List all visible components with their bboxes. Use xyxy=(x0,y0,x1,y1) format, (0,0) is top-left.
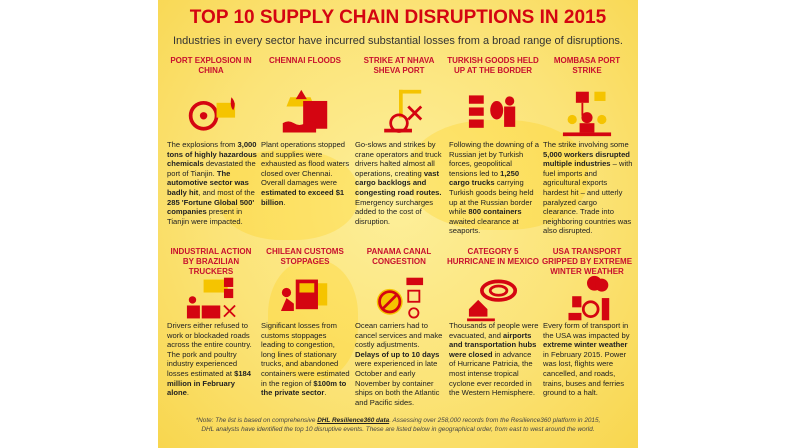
page-title: TOP 10 SUPPLY CHAIN DISRUPTIONS IN 2015 xyxy=(189,7,607,28)
highlight-text: 5,000 workers disrupted multiple industr… xyxy=(543,149,630,169)
body-text: Emergency surcharges added to the cost o… xyxy=(355,197,434,226)
highlight-text: vast cargo backlogs and congesting road … xyxy=(355,168,442,197)
snail-crane-icon xyxy=(384,89,423,133)
highlight-text: $184 million in February alone xyxy=(167,368,252,398)
card-heading: PORT EXPLOSION IN CHINA xyxy=(170,56,252,75)
highlight-text: estimated to exceed $1 billion xyxy=(261,187,345,207)
highlight-text: The automotive sector was badly hit xyxy=(167,168,249,197)
card-body: Following the downing of a Russian jet b… xyxy=(446,140,540,236)
highlight-text: airports and transportation hubs were cl… xyxy=(449,330,537,359)
disruption-card: TURKISH GOODS HELD UP AT THE BORDER Follo… xyxy=(446,56,540,236)
disruption-card: CHENNAI FLOODS Plant operations stopped a… xyxy=(258,56,352,207)
disruption-card: CHILEAN CUSTOMS STOPPAGES Significant los… xyxy=(258,247,352,398)
biohazard-icon xyxy=(188,97,236,131)
note-text: DHL analysts have identified the top 10 … xyxy=(201,426,595,433)
disruption-card: INDUSTRIAL ACTION BY BRAZILIAN TRUCKERS D… xyxy=(164,247,258,398)
card-heading: TURKISH GOODS HELD UP AT THE BORDER xyxy=(447,56,539,75)
body-text: The explosions from xyxy=(167,140,238,149)
body-text: awaited clearance at seaports. xyxy=(449,216,519,236)
subtitle: Industries in every sector have incurred… xyxy=(172,35,623,47)
body-text: . xyxy=(324,388,327,398)
highlight-text: $100m to the private sector xyxy=(261,378,347,398)
trucks-stop-icon xyxy=(468,95,516,128)
card-body: Thousands of people were evacuated, and … xyxy=(446,321,540,398)
body-text: Drivers either refused to work or blocka… xyxy=(167,321,252,378)
card-body: Drivers either refused to work or blocka… xyxy=(164,321,258,398)
truckers-protest-icon xyxy=(186,277,236,319)
body-text: were experienced in late October and ear… xyxy=(355,359,440,407)
card-body: Plant operations stopped and supplies we… xyxy=(258,140,352,207)
disruption-card: USA TRANSPORT GRIPPED BY EXTREME WINTER … xyxy=(540,247,634,398)
highlight-text: extreme winter weather xyxy=(543,340,628,350)
body-text: , and most of the xyxy=(198,187,255,197)
card-body: The strike involving some 5,000 workers … xyxy=(540,140,634,236)
highlight-text: 800 containers xyxy=(468,207,522,217)
card-heading: INDUSTRIAL ACTION BY BRAZILIAN TRUCKERS xyxy=(170,247,252,276)
body-text: – with fuel imports and agricultural exp… xyxy=(543,159,633,236)
card-body: The explosions from 3,000 tons of highly… xyxy=(164,140,258,226)
card-heading: CHILEAN CUSTOMS STOPPAGES xyxy=(266,247,344,266)
disruption-card: MOMBASA PORT STRIKE The strike involving … xyxy=(540,56,634,236)
card-heading: USA TRANSPORT GRIPPED BY EXTREME WINTER … xyxy=(541,247,633,276)
canal-ship-icon xyxy=(376,277,424,319)
card-body: Every form of transport in the USA was i… xyxy=(540,321,634,398)
customs-truck-icon xyxy=(280,279,328,312)
card-heading: PANAMA CANAL CONGESTION xyxy=(366,247,432,266)
body-text: Go-slows and strikes by crane operators … xyxy=(355,140,442,178)
body-text: . xyxy=(283,197,286,207)
resilience360-link[interactable]: DHL Resilience360 data xyxy=(317,417,390,424)
body-text: in advance of Hurricane Patricia, the mo… xyxy=(449,349,535,398)
strike-workers-icon xyxy=(562,91,612,137)
note-text: . Assessing over 258,000 records from th… xyxy=(389,417,601,424)
body-text: Thousands of people were evacuated, and xyxy=(449,321,539,340)
card-heading: STRIKE AT NHAVA SHEVA PORT xyxy=(363,56,435,75)
body-text: . xyxy=(186,388,189,398)
card-heading: MOMBASA PORT STRIKE xyxy=(553,56,621,75)
disruption-card: PANAMA CANAL CONGESTION Ocean carriers ha… xyxy=(352,247,446,407)
card-heading: CATEGORY 5 HURRICANE IN MEXICO xyxy=(446,247,539,266)
card-body: Go-slows and strikes by crane operators … xyxy=(352,140,446,226)
body-text: Significant losses from customs stoppage… xyxy=(261,321,350,388)
body-text: The strike involving some xyxy=(543,140,629,149)
infographic: TOP 10 SUPPLY CHAIN DISRUPTIONS IN 2015 … xyxy=(158,0,638,448)
disruption-card: PORT EXPLOSION IN CHINA The explosions fr… xyxy=(164,56,258,226)
body-text: Plant operations stopped and supplies we… xyxy=(261,140,350,188)
winter-storm-icon xyxy=(568,275,610,321)
body-text: Ocean carriers had to cancel services an… xyxy=(355,321,443,350)
body-text: in February 2015. Power was lost, flight… xyxy=(543,349,627,398)
footnote: *Note: The list is based on comprehensiv… xyxy=(138,416,658,434)
world-map-shape xyxy=(408,120,588,230)
highlight-text: 285 'Fortune Global 500' companies xyxy=(167,197,255,217)
note-text: *Note: The list is based on comprehensiv… xyxy=(195,417,318,424)
highlight-text: Delays of up to 10 days xyxy=(355,349,440,359)
card-heading: CHENNAI FLOODS xyxy=(269,56,341,65)
body-text: present in Tianjin were impacted. xyxy=(167,207,243,226)
flood-icon xyxy=(282,89,328,133)
card-body: Ocean carriers had to cancel services an… xyxy=(352,321,446,407)
highlight-text: 1,250 cargo trucks xyxy=(449,168,520,188)
body-text: carrying Turkish goods being held up at … xyxy=(449,178,534,217)
body-text: devastated the port of Tianjin. xyxy=(167,159,256,178)
highlight-text: 3,000 tons of highly hazardous chemicals xyxy=(167,140,257,169)
body-text: Following the downing of a Russian jet b… xyxy=(449,140,539,178)
disruption-card: STRIKE AT NHAVA SHEVA PORT Go-slows and s… xyxy=(352,56,446,226)
disruption-card: CATEGORY 5 HURRICANE IN MEXICO Thousands … xyxy=(446,247,540,398)
card-body: Significant losses from customs stoppage… xyxy=(258,321,352,398)
hurricane-icon xyxy=(467,279,518,322)
body-text: Every form of transport in the USA was i… xyxy=(543,321,630,340)
world-map-shape xyxy=(218,150,358,240)
